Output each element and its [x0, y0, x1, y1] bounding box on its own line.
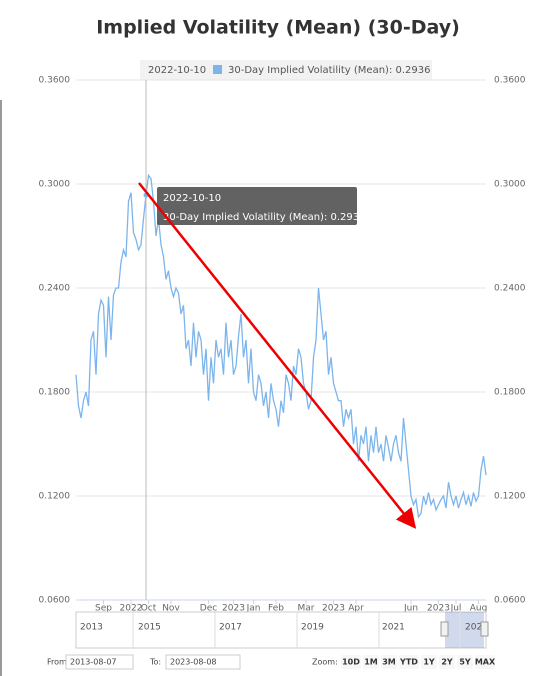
- to-value: 2023-08-08: [170, 658, 217, 667]
- navigator-selection[interactable]: [445, 612, 484, 648]
- header-date: 2022-10-10: [148, 65, 206, 76]
- chart-title: Implied Volatility (Mean) (30-Day): [96, 17, 460, 39]
- y-tick-label: 0.1800: [39, 388, 71, 398]
- zoom-button[interactable]: [475, 655, 495, 669]
- navigator-label: 2019: [301, 623, 324, 633]
- x-tick-label: Aug: [470, 604, 488, 614]
- navigator: 2013 2015 2017 2019 2021 2022: [75, 611, 489, 649]
- zoom-button[interactable]: [363, 655, 379, 669]
- to-input[interactable]: [165, 654, 241, 670]
- from-label: From:: [47, 658, 70, 667]
- y-tick-label: 0.2400: [39, 284, 71, 294]
- navigator-label: 2015: [138, 623, 161, 633]
- tooltip-text: 30-Day Implied Volatility (Mean): 0.2936: [163, 212, 365, 223]
- zoom-button[interactable]: [399, 655, 419, 669]
- zoom-button-label: YTD: [399, 658, 418, 667]
- header-value: 30-Day Implied Volatility (Mean): 0.2936: [228, 65, 430, 76]
- zoom-button-label: 2Y: [441, 658, 453, 667]
- zoom-button-label: 5Y: [459, 658, 471, 667]
- x-tick-label: Jun: [403, 604, 418, 614]
- y-tick-label: 0.0600: [39, 596, 71, 606]
- legend-swatch: [213, 65, 222, 74]
- tooltip-date: 2022-10-10: [163, 193, 221, 204]
- zoom-label: Zoom:: [312, 658, 338, 667]
- y2-tick-label: 0.1800: [494, 388, 526, 398]
- annotation-arrow: [138, 182, 417, 529]
- y-tick-label: 0.1200: [39, 492, 71, 502]
- x-tick-label: 2022: [120, 604, 143, 614]
- tooltip-box: [157, 187, 357, 225]
- zoom-button[interactable]: [421, 655, 437, 669]
- navigator-label: 2021: [382, 623, 405, 633]
- y2-tick-label: 0.2400: [494, 284, 526, 294]
- x-tick-label: Mar: [298, 604, 315, 614]
- x-tick-label: Oct: [141, 604, 157, 614]
- zoom-button[interactable]: [381, 655, 397, 669]
- x-tick-label: 2023: [222, 604, 245, 614]
- plot-area: 0.0600 0.0600 0.1200 0.1200 0.1800 0.1800 0.24…: [39, 76, 526, 614]
- zoom-button-label: 1Y: [423, 658, 435, 667]
- to-label: To:: [149, 658, 161, 667]
- series-line: [75, 173, 487, 519]
- navigator-handle[interactable]: [480, 621, 489, 637]
- y2-tick-label: 0.3600: [494, 76, 526, 86]
- x-tick-label: Nov: [162, 604, 180, 614]
- navigator-label: 2017: [219, 623, 242, 633]
- zoom-button-label: MAX: [475, 658, 496, 667]
- zoom-button[interactable]: [341, 655, 361, 669]
- y-tick-label: 0.3600: [39, 76, 71, 86]
- navigator-handle[interactable]: [440, 621, 449, 637]
- navigator-label: 2022: [465, 623, 488, 633]
- y2-tick-label: 0.1200: [494, 492, 526, 502]
- tooltip: 2022-10-10 30-Day Implied Volatility (Me…: [157, 187, 365, 225]
- x-tick-label: 2023: [427, 604, 450, 614]
- range-selector: From: 2013-08-07 To: 2023-08-08 Zoom: 10…: [47, 654, 496, 670]
- y2-tick-label: 0.3000: [494, 180, 526, 190]
- zoom-button-label: 1M: [364, 658, 378, 667]
- zoom-button-label: 3M: [382, 658, 396, 667]
- x-tick-label: Sep: [95, 604, 112, 614]
- from-input[interactable]: [65, 654, 134, 670]
- x-tick-label: Jul: [450, 604, 462, 614]
- navigator-label: 2013: [80, 623, 103, 633]
- x-tick-label: 2023: [322, 604, 345, 614]
- zoom-buttons: 10D 1M 3M YTD 1Y 2Y 5Y MAX: [341, 655, 496, 669]
- zoom-button[interactable]: [457, 655, 473, 669]
- y-tick-label: 0.3000: [39, 180, 71, 190]
- from-value: 2013-08-07: [70, 658, 117, 667]
- zoom-button-label: 10D: [342, 658, 360, 667]
- zoom-button[interactable]: [439, 655, 455, 669]
- y2-tick-label: 0.0600: [494, 596, 526, 606]
- x-tick-label: Dec: [200, 604, 217, 614]
- x-tick-label: Jan: [246, 604, 261, 614]
- x-tick-label: Feb: [268, 604, 284, 614]
- x-tick-label: Apr: [348, 604, 364, 614]
